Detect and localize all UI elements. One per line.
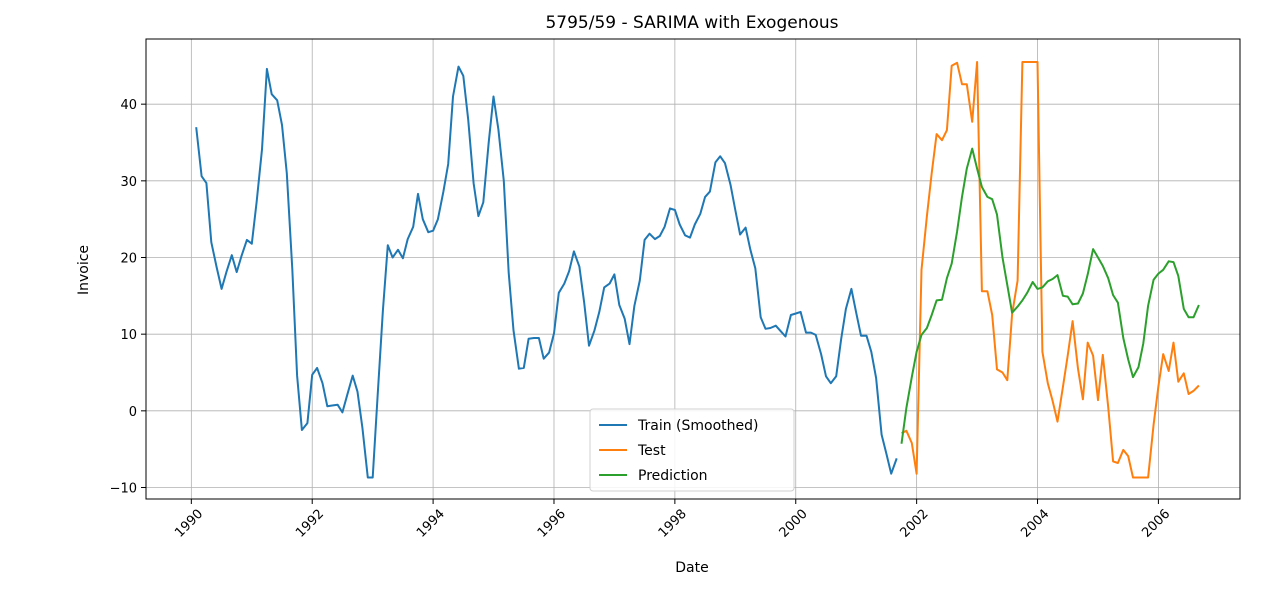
x-tick-label: 1998 bbox=[656, 507, 690, 541]
legend: Train (Smoothed) Test Prediction bbox=[589, 408, 795, 492]
legend-label: Prediction bbox=[638, 468, 708, 484]
series-lines bbox=[195, 61, 1200, 479]
x-tick-label: 2004 bbox=[1018, 507, 1052, 541]
series-line-2 bbox=[900, 147, 1200, 444]
x-tick-label: 1992 bbox=[293, 507, 327, 541]
y-axis-label: Invoice bbox=[76, 245, 92, 295]
x-tick-label: 1994 bbox=[414, 507, 448, 541]
x-tick-label: 2000 bbox=[777, 507, 811, 541]
y-tick-label: 40 bbox=[120, 98, 137, 113]
x-tick-label: 2002 bbox=[898, 507, 932, 541]
y-tick-label: 0 bbox=[129, 405, 137, 420]
y-tick-label: −10 bbox=[110, 482, 137, 497]
x-axis-label: Date bbox=[675, 560, 708, 576]
y-tick-label: 10 bbox=[120, 328, 137, 343]
plot-frame bbox=[145, 38, 1241, 500]
grid bbox=[146, 39, 1240, 499]
x-tick-label: 1996 bbox=[535, 507, 569, 541]
x-tick-label: 2006 bbox=[1139, 507, 1173, 541]
series-line-1 bbox=[901, 61, 1200, 479]
x-tick-label: 1990 bbox=[172, 507, 206, 541]
legend-label: Train (Smoothed) bbox=[637, 418, 758, 434]
y-tick-label: 20 bbox=[120, 252, 137, 267]
chart-title: 5795/59 - SARIMA with Exogenous bbox=[545, 13, 838, 33]
y-tick-label: 30 bbox=[120, 175, 137, 190]
legend-box bbox=[589, 408, 795, 492]
series-line-0 bbox=[195, 65, 898, 479]
legend-label: Test bbox=[637, 443, 666, 459]
